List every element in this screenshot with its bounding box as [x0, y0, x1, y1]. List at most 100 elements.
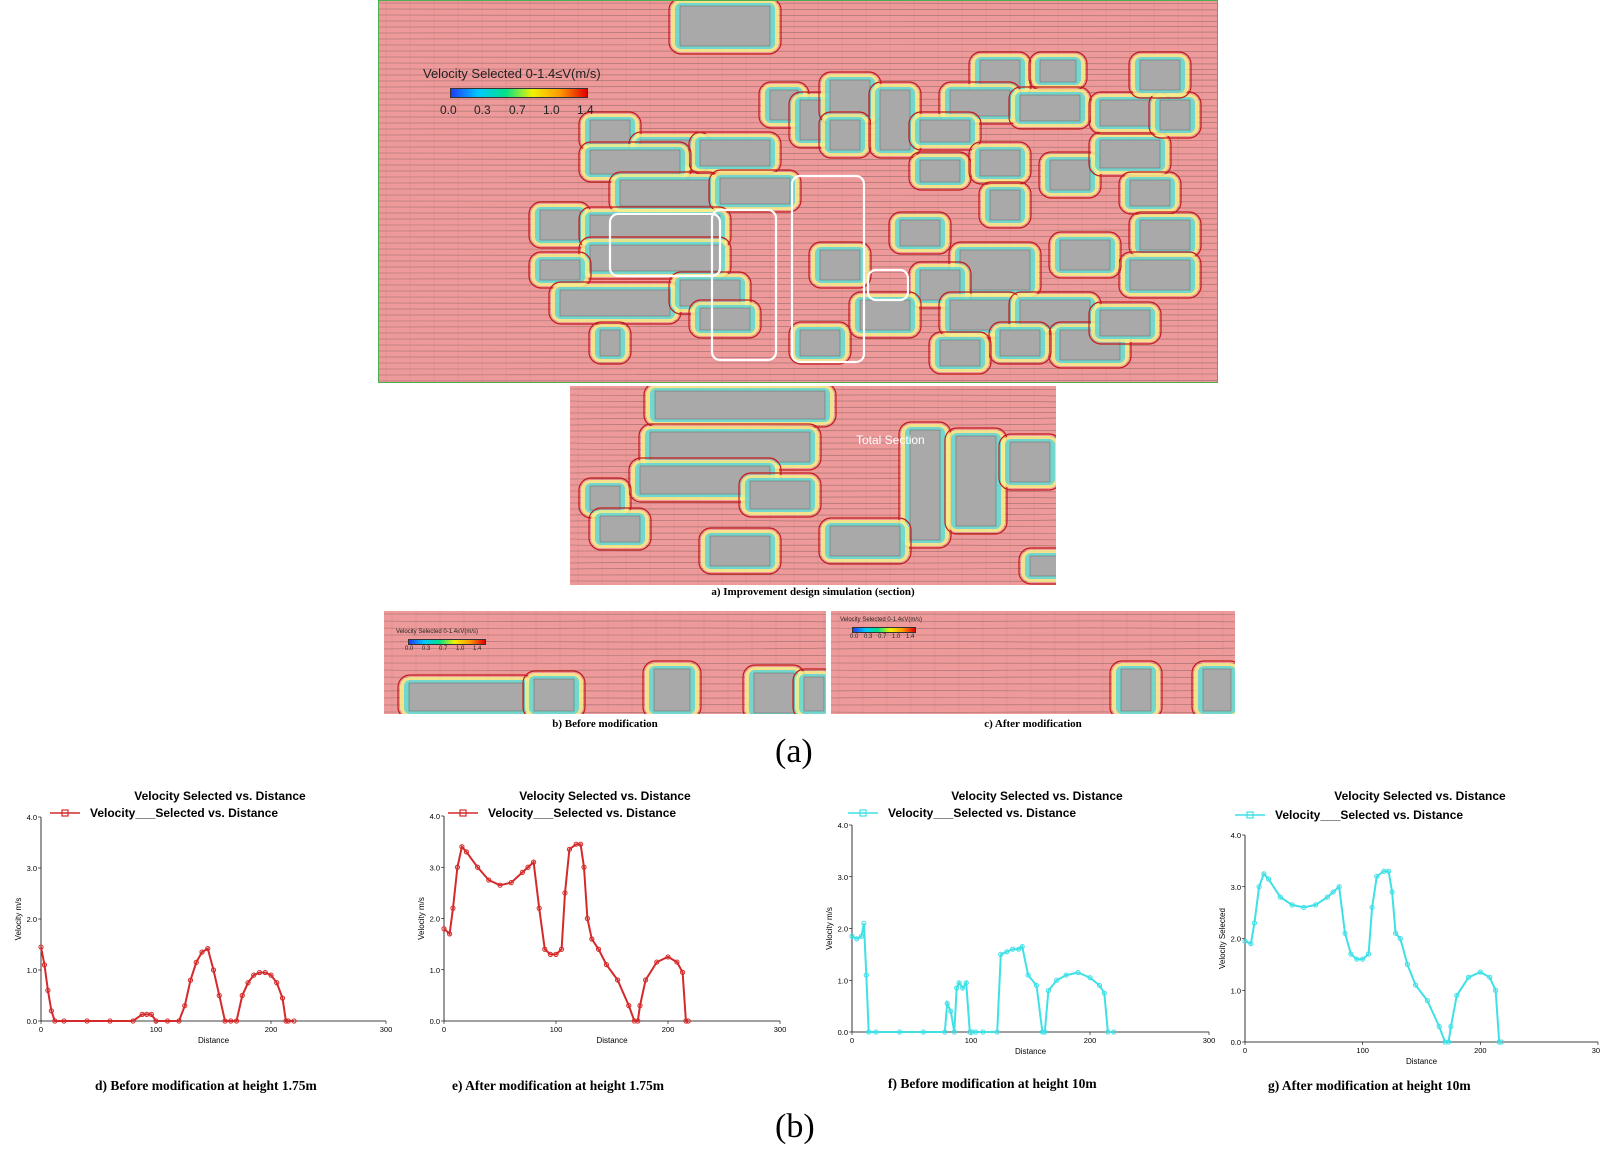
chart-title: Velocity Selected vs. Distance — [134, 789, 306, 803]
data-point — [1063, 972, 1069, 978]
caption-chart-g: g) After modification at height 10m — [1268, 1078, 1471, 1093]
y-tick-label: 0.0 — [838, 1028, 848, 1037]
data-point — [1265, 876, 1272, 882]
data-point — [1348, 951, 1354, 957]
chart-axes: 0 100 200 300 0.0 1.0 2.0 3.0 4.0 Distance Velocit… — [1218, 831, 1600, 1066]
highlight-frames — [608, 174, 910, 364]
data-point — [1393, 930, 1399, 936]
data-point — [531, 859, 537, 865]
chart-f: 0 100 200 300 0.0 1.0 2.0 3.0 4.0 Distance Velocit… — [800, 789, 1215, 1070]
data-point — [603, 962, 609, 968]
data-point — [1010, 946, 1016, 952]
y-tick-label: 1.0 — [838, 976, 848, 985]
data-point — [566, 846, 573, 852]
data-point — [1389, 889, 1395, 895]
data-point — [228, 1018, 234, 1024]
y-tick-label: 4.0 — [430, 812, 440, 821]
data-point — [1424, 998, 1430, 1004]
data-point — [1101, 990, 1107, 996]
x-tick-label: 0 — [850, 1036, 854, 1045]
data-point — [581, 864, 587, 870]
data-point — [1039, 1029, 1045, 1035]
y-tick-label: 2.0 — [430, 915, 440, 924]
data-point — [1413, 982, 1419, 988]
y-axis-label: Velocity Selected — [1218, 908, 1227, 969]
legend-tick: 1.4 — [577, 103, 594, 117]
data-point — [1365, 951, 1372, 957]
chart-axes: 0 100 200 300 0.0 1.0 2.0 3.0 4.0 Distance Velocit… — [417, 812, 786, 1045]
data-point — [205, 945, 211, 952]
data-point — [595, 946, 602, 952]
data-point — [942, 1029, 948, 1035]
data-point — [222, 1018, 228, 1024]
data-point — [52, 1018, 58, 1024]
series-line — [851, 923, 1114, 1033]
legend-marker — [459, 809, 467, 817]
buildings — [528, 0, 1202, 375]
caption-chart-e: e) After modification at height 1.75m — [452, 1078, 664, 1093]
caption-chart-d: d) Before modification at height 1.75m — [95, 1078, 317, 1093]
data-point — [148, 1011, 154, 1017]
x-tick-label: 0 — [1243, 1046, 1247, 1055]
data-point — [547, 951, 553, 957]
data-point — [626, 1003, 632, 1009]
data-point — [454, 864, 461, 870]
y-tick-label: 3.0 — [838, 873, 848, 882]
chart-g: 0 100 200 300 0.0 1.0 2.0 3.0 4.0 Distance Velocit… — [1210, 789, 1600, 1070]
buildings — [397, 660, 826, 714]
data-point — [683, 1018, 689, 1024]
section-label: Total Section — [856, 433, 925, 447]
data-point — [164, 1018, 171, 1024]
data-point — [1242, 938, 1248, 944]
series-line — [1244, 870, 1502, 1043]
data-point — [256, 969, 263, 976]
chart-legend: Velocity___Selected vs. Distance — [1235, 808, 1463, 822]
data-point — [589, 936, 595, 942]
data-point — [1111, 1029, 1117, 1035]
data-point — [1448, 1023, 1454, 1030]
data-point — [1436, 1023, 1442, 1030]
data-point — [637, 1003, 643, 1009]
data-point — [497, 882, 503, 888]
data-point — [584, 915, 590, 922]
streamlines — [384, 611, 826, 714]
data-point — [245, 980, 251, 986]
data-point — [525, 864, 531, 870]
data-point — [450, 905, 456, 911]
chart-g-svg: 0 100 200 300 0.0 1.0 2.0 3.0 4.0 Distance Velocit… — [1218, 789, 1600, 1066]
x-axis-label: Distance — [1015, 1047, 1047, 1056]
chart-title: Velocity Selected vs. Distance — [951, 789, 1123, 803]
data-point — [559, 946, 565, 952]
y-tick-label: 2.0 — [1231, 935, 1241, 944]
data-point — [41, 962, 48, 968]
data-point — [1261, 871, 1267, 877]
data-point — [187, 977, 194, 983]
data-point — [944, 1000, 950, 1007]
x-tick-label: 100 — [150, 1025, 163, 1034]
chart-legend: Velocity___Selected vs. Distance — [848, 806, 1076, 820]
x-tick-label: 200 — [1474, 1046, 1487, 1055]
data-point — [1033, 982, 1040, 989]
y-tick-label: 4.0 — [838, 821, 848, 830]
data-point — [199, 949, 205, 955]
data-point — [1277, 894, 1283, 900]
buildings — [1109, 660, 1235, 714]
y-tick-label: 1.0 — [430, 966, 440, 975]
series-markers — [1242, 868, 1505, 1045]
data-point — [861, 920, 867, 926]
data-point — [1369, 904, 1375, 911]
legend-colorbar-small-after — [852, 627, 916, 633]
data-point — [542, 946, 548, 952]
data-point — [210, 967, 217, 973]
data-point — [182, 1003, 188, 1009]
x-tick-label: 300 — [774, 1025, 787, 1034]
caption-section: a) Improvement design simulation (sectio… — [711, 586, 915, 598]
data-point — [1493, 987, 1499, 993]
data-point — [1404, 961, 1410, 967]
data-point — [251, 972, 257, 978]
data-point — [631, 1018, 637, 1024]
data-point — [1498, 1039, 1505, 1045]
x-tick-label: 100 — [1356, 1046, 1369, 1055]
data-point — [643, 977, 649, 983]
y-tick-label: 3.0 — [430, 863, 440, 872]
